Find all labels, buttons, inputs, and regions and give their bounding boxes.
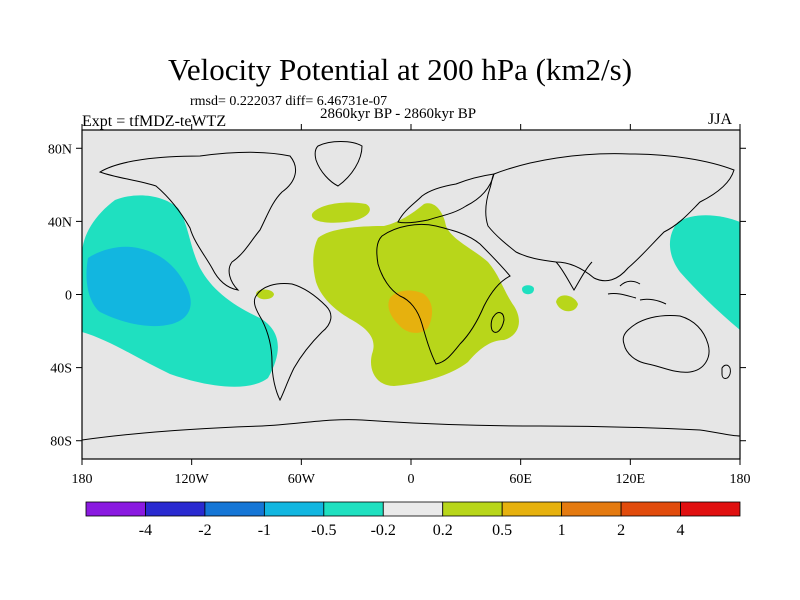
region-indian-ocean-negative-spot bbox=[522, 285, 534, 295]
colorbar-swatch bbox=[263, 501, 325, 517]
coast-australia bbox=[622, 315, 710, 373]
region-western-pacific-negative bbox=[669, 215, 740, 330]
colorbar: -4 -2 -1 -0.5 -0.2 0.2 0.5 1 2 4 bbox=[85, 501, 741, 539]
region-north-atlantic-positive-blob bbox=[311, 202, 370, 223]
lon-tick-label: 0 bbox=[408, 472, 415, 487]
colorbar-swatch bbox=[85, 501, 146, 517]
colorbar-swatch bbox=[620, 501, 681, 517]
contour-fills bbox=[82, 195, 740, 387]
coast-asia bbox=[485, 153, 735, 282]
coast-indonesia bbox=[607, 280, 667, 305]
longitude-axis: 180 120W 60W 0 60E 120E 180 bbox=[72, 124, 751, 487]
colorbar-swatch bbox=[145, 501, 206, 517]
colorbar-label: -0.5 bbox=[311, 522, 336, 539]
colorbar-swatch bbox=[204, 501, 265, 517]
coast-madagascar bbox=[490, 312, 505, 333]
lon-tick-label: 60W bbox=[288, 472, 316, 487]
colorbar-label: -0.2 bbox=[371, 522, 396, 539]
colorbar-label: 1 bbox=[558, 522, 566, 539]
colorbar-label: 0.2 bbox=[433, 522, 453, 539]
coast-south-america bbox=[253, 283, 332, 402]
lat-tick-label: 40S bbox=[50, 362, 72, 377]
plot-title: Velocity Potential at 200 hPa (km2/s) bbox=[167, 52, 633, 87]
stats-line: rmsd= 0.222037 diff= 6.46731e-07 bbox=[190, 94, 388, 109]
season-label: JJA bbox=[708, 111, 733, 128]
colorbar-label: -2 bbox=[198, 522, 211, 539]
coast-africa bbox=[376, 223, 511, 365]
period-label: 2860kyr BP - 2860kyr BP bbox=[320, 106, 477, 122]
colorbar-swatch bbox=[501, 501, 563, 517]
colorbar-swatch bbox=[382, 501, 444, 517]
colorbar-label: 4 bbox=[677, 522, 685, 539]
colorbar-label: -4 bbox=[139, 522, 152, 539]
coast-india bbox=[555, 261, 593, 291]
colorbar-swatch bbox=[680, 501, 741, 517]
experiment-label: Expt = tfMDZ-teWTZ bbox=[82, 113, 227, 130]
coastlines bbox=[82, 141, 740, 441]
region-indian-ocean-positive-blob bbox=[556, 295, 578, 312]
lon-tick-label: 180 bbox=[72, 472, 93, 487]
coast-greenland bbox=[314, 141, 363, 187]
colorbar-label: -1 bbox=[258, 522, 271, 539]
colorbar-swatch bbox=[442, 501, 503, 517]
coast-north-america bbox=[98, 151, 297, 291]
colorbar-label: 2 bbox=[617, 522, 625, 539]
coast-new-zealand bbox=[721, 364, 731, 379]
region-central-pacific-core bbox=[86, 246, 191, 327]
lon-tick-label: 180 bbox=[730, 472, 751, 487]
region-south-america-positive-blob bbox=[256, 289, 274, 300]
colorbar-swatch bbox=[323, 501, 384, 517]
colorbar-label: 0.5 bbox=[492, 522, 512, 539]
lat-tick-label: 0 bbox=[65, 289, 72, 304]
lon-tick-label: 60E bbox=[509, 472, 532, 487]
lat-tick-label: 40N bbox=[48, 215, 72, 230]
lat-tick-label: 80S bbox=[50, 435, 72, 450]
coast-antarctica bbox=[82, 419, 740, 441]
lon-tick-label: 120W bbox=[175, 472, 210, 487]
latitude-axis: 80N 40N 0 40S 80S bbox=[48, 142, 746, 450]
colorbar-swatch bbox=[561, 501, 622, 517]
lon-tick-label: 120E bbox=[616, 472, 646, 487]
lat-tick-label: 80N bbox=[48, 142, 72, 157]
